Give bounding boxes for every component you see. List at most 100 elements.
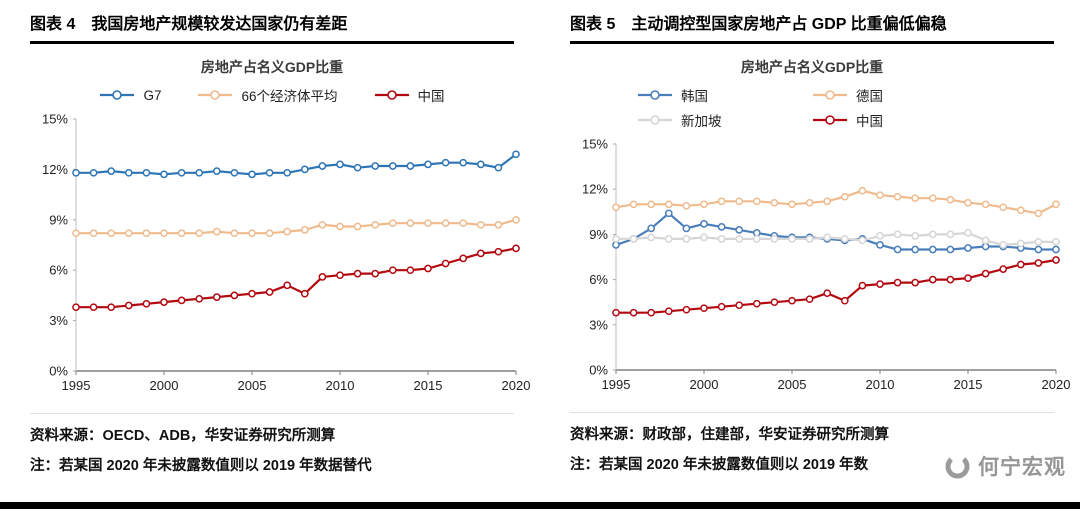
- data-point-marker: [300, 289, 309, 298]
- data-point-marker: [964, 274, 972, 282]
- data-point-marker: [858, 281, 867, 290]
- data-point-marker: [406, 266, 415, 275]
- data-point-marker: [89, 229, 98, 238]
- legend-label: 中国: [856, 114, 883, 129]
- source-text: 资料来源：OECD、ADB，华安证券研究所测算: [30, 428, 336, 444]
- data-point-marker: [700, 233, 708, 242]
- data-point-marker: [459, 158, 468, 167]
- figure-4-header: 图表 4 我国房地产规模较发达国家仍有差距: [30, 10, 514, 44]
- data-point-marker: [300, 165, 309, 174]
- x-axis-tick-label: 2000: [150, 378, 179, 393]
- data-point-marker: [946, 195, 955, 204]
- data-point-marker: [1052, 238, 1060, 246]
- data-point-marker: [928, 245, 937, 254]
- data-point-marker: [89, 168, 98, 177]
- data-point-marker: [805, 235, 814, 243]
- figure-5-footer: 资料来源：财政部，住建部，华安证券研究所测算 注：若某国 2020 年未披露数值…: [570, 412, 1054, 474]
- data-point-marker: [700, 304, 708, 313]
- y-axis-tick-label: 12%: [582, 182, 608, 197]
- figure-label: 图表 5: [570, 16, 616, 33]
- data-point-marker: [999, 203, 1008, 212]
- bottom-bar: [0, 502, 1080, 509]
- data-point-marker: [717, 302, 726, 311]
- data-point-marker: [823, 289, 832, 298]
- data-point-marker: [283, 168, 292, 177]
- data-point-marker: [664, 200, 673, 209]
- data-point-marker: [946, 275, 955, 284]
- data-point-marker: [336, 271, 344, 280]
- data-point-marker: [230, 291, 239, 300]
- y-axis-tick-label: 12%: [42, 162, 68, 177]
- data-point-marker: [999, 241, 1008, 249]
- data-point-marker: [494, 220, 503, 229]
- data-point-marker: [788, 200, 796, 209]
- data-point-marker: [612, 308, 620, 317]
- data-point-marker: [142, 168, 151, 177]
- chart-title: 房地产占名义GDP比重: [200, 59, 344, 75]
- figure-title: 主动调控型国家房地产占 GDP 比重偏低偏稳: [631, 16, 947, 33]
- series-line: [615, 211, 1056, 251]
- data-point-marker: [928, 275, 937, 284]
- data-point-marker: [283, 281, 292, 290]
- data-point-marker: [823, 233, 832, 242]
- series-line: [76, 218, 517, 235]
- legend-item: 66个经济体平均: [197, 85, 338, 105]
- data-point-marker: [717, 235, 726, 243]
- data-point-marker: [964, 229, 972, 237]
- data-point-marker: [682, 305, 691, 314]
- data-point-marker: [664, 209, 673, 218]
- data-point-marker: [876, 241, 884, 249]
- data-point-marker: [735, 226, 744, 234]
- data-point-marker: [283, 227, 292, 236]
- data-point-marker: [893, 278, 902, 287]
- figure-4-footer: 资料来源：OECD、ADB，华安证券研究所测算 注：若某国 2020 年未披露数…: [30, 413, 514, 475]
- data-point-marker: [840, 192, 849, 201]
- data-point-marker: [1034, 259, 1043, 267]
- data-point-marker: [752, 235, 761, 243]
- data-point-marker: [353, 269, 362, 278]
- legend-marker-icon: [813, 90, 847, 100]
- chart-block: 房地产占名义GDP比重 G7 66个经济体平均 中国 0% 3% 6% 9% 12% 15% 1…: [30, 57, 530, 401]
- data-point-marker: [124, 301, 133, 310]
- data-point-marker: [805, 198, 814, 207]
- x-axis-tick-label: 2020: [502, 378, 530, 393]
- data-point-marker: [230, 229, 239, 238]
- line-chart: 0% 3% 6% 9% 12% 15% 1995 2000 2005 2010 2015 2020: [42, 112, 530, 394]
- chart-title: 房地产占名义GDP比重: [740, 59, 884, 75]
- data-point-marker: [928, 194, 937, 203]
- x-axis-tick-label: 2020: [1042, 377, 1070, 392]
- data-point-marker: [911, 278, 920, 287]
- data-point-marker: [1034, 238, 1043, 246]
- data-point-marker: [752, 299, 761, 308]
- series-line: [616, 231, 1056, 247]
- y-axis-tick-label: 0%: [589, 363, 608, 378]
- data-point-marker: [981, 242, 990, 251]
- data-point-marker: [911, 232, 920, 240]
- data-point-marker: [682, 235, 691, 243]
- x-axis-tick-label: 1995: [602, 377, 631, 392]
- data-point-marker: [1034, 209, 1043, 218]
- data-point-marker: [248, 289, 256, 298]
- data-point-marker: [107, 229, 116, 238]
- data-point-marker: [177, 296, 186, 305]
- data-point-marker: [72, 168, 80, 177]
- data-point-marker: [142, 299, 151, 308]
- data-point-marker: [72, 303, 80, 312]
- data-point-marker: [1016, 206, 1025, 215]
- data-point-marker: [647, 308, 656, 317]
- data-point-marker: [893, 192, 902, 201]
- watermark: 何宁宏观: [938, 451, 1066, 481]
- data-point-marker: [142, 229, 151, 238]
- data-point-marker: [353, 163, 362, 172]
- watermark-logo-icon: [945, 454, 970, 478]
- data-point-marker: [160, 170, 168, 179]
- data-point-marker: [770, 235, 779, 243]
- figure-5-panel: 图表 5 主动调控型国家房地产占 GDP 比重偏低偏稳 房地产占名义GDP比重 …: [540, 0, 1080, 475]
- chart-legend: 韩国 德国 新加坡 中国: [570, 85, 1054, 130]
- x-axis-tick-label: 2005: [778, 377, 807, 392]
- legend-marker-icon: [638, 115, 672, 125]
- data-point-marker: [406, 219, 415, 228]
- legend-label: 德国: [856, 89, 883, 104]
- data-point-marker: [876, 232, 884, 240]
- x-axis-tick-label: 2005: [238, 378, 267, 393]
